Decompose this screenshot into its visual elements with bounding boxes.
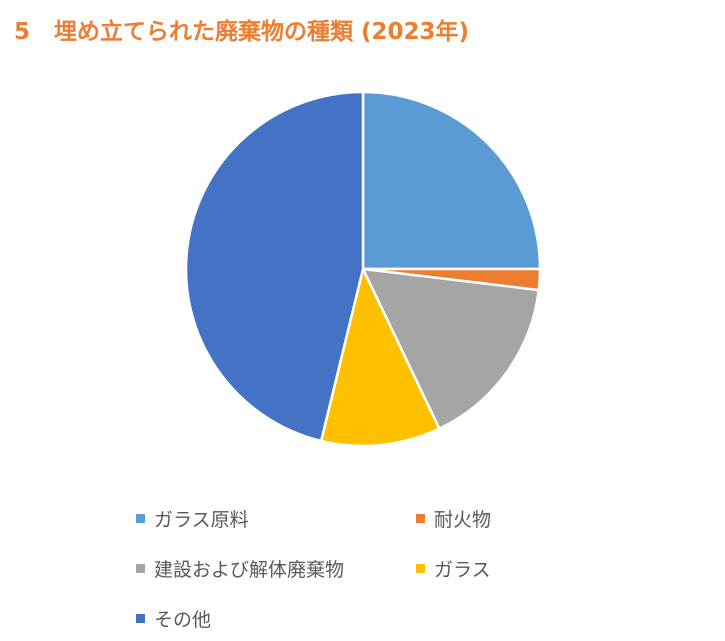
slice-other xyxy=(184,90,365,443)
chart-title-text: 埋め立てられた廃棄物の種類 (2023年) xyxy=(54,19,470,45)
legend-item-construction-demolition: 建設および解体廃棄物 xyxy=(136,555,344,582)
legend-item-refractories: 耐火物 xyxy=(416,505,491,532)
chart-title-number: 5 xyxy=(14,19,31,45)
chart-title: 5 埋め立てられた廃棄物の種類 (2023年) xyxy=(14,12,469,46)
legend-label: その他 xyxy=(154,609,212,631)
legend-swatch-icon xyxy=(136,564,145,573)
legend-label: 耐火物 xyxy=(434,509,492,531)
legend-item-other: その他 xyxy=(136,605,211,632)
legend-swatch-icon xyxy=(416,514,425,523)
slice-glass xyxy=(319,267,441,448)
legend-label: ガラス原料 xyxy=(154,509,249,531)
slice-glass-raw-material xyxy=(361,90,542,271)
legend-swatch-icon xyxy=(136,614,145,623)
legend-swatch-icon xyxy=(416,564,425,573)
slice-construction-demolition xyxy=(361,267,540,430)
legend-label: 建設および解体廃棄物 xyxy=(154,559,345,581)
legend-item-glass: ガラス xyxy=(416,555,491,582)
legend-item-glass-raw-material: ガラス原料 xyxy=(136,505,249,532)
legend-label: ガラス xyxy=(434,559,491,581)
legend-swatch-icon xyxy=(136,514,145,523)
